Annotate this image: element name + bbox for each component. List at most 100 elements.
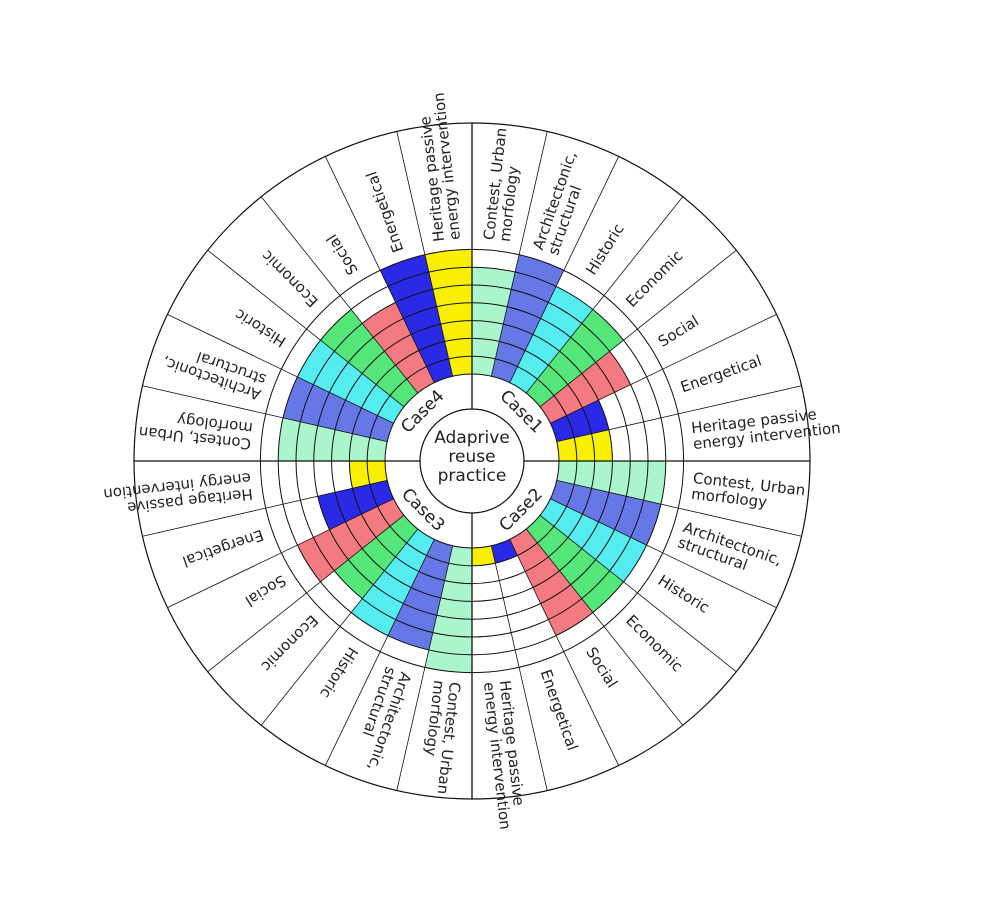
sector-divider bbox=[339, 528, 419, 627]
category-label-case3-economic: Economic bbox=[258, 611, 322, 675]
label-band-divider bbox=[207, 592, 307, 673]
label-band-divider bbox=[324, 156, 381, 271]
sector-divider bbox=[539, 514, 638, 594]
category-label-case4-contest-urban-morfology: Contest, Urbanmorfology bbox=[138, 407, 254, 453]
sector-divider bbox=[525, 528, 605, 627]
sector-divider bbox=[306, 514, 405, 594]
category-label-case2-social: Social bbox=[582, 644, 621, 691]
category-label-case3-historic: Historic bbox=[316, 644, 362, 702]
bar-case1-energetical bbox=[550, 400, 609, 442]
category-label-case3-social: Social bbox=[242, 571, 289, 610]
category-label-case3-heritage-passive-energy-intervention: Heritage passiveenergy intervention bbox=[102, 469, 253, 519]
category-label-case4-energetical: Energetical bbox=[362, 169, 407, 255]
sector-divider bbox=[339, 295, 419, 394]
category-label-case1-historic: Historic bbox=[582, 220, 628, 278]
sector-divider bbox=[556, 413, 679, 443]
label-band-divider bbox=[142, 385, 266, 415]
category-label-case4-social: Social bbox=[323, 231, 362, 278]
bar-case2-heritage-passive-energy-intervention bbox=[472, 545, 496, 566]
category-label-case3-architectonic-structural: Architectonic,structural bbox=[349, 665, 415, 774]
label-band-divider bbox=[637, 592, 737, 673]
bar-case2-architectonic-structural bbox=[550, 480, 661, 546]
bar-case1-economic bbox=[526, 309, 624, 407]
bar-case4-contest-urban-morfology bbox=[278, 417, 388, 461]
bar-case2-contest-urban-morfology bbox=[556, 461, 666, 505]
label-band-divider bbox=[324, 651, 381, 766]
sector-divider bbox=[424, 254, 454, 377]
bar-case1-social bbox=[540, 351, 631, 424]
bar-case2-social bbox=[509, 529, 593, 636]
category-label-case2-heritage-passive-energy-intervention: Heritage passiveenergy intervention bbox=[480, 679, 530, 830]
label-band-divider bbox=[563, 651, 620, 766]
label-band-divider bbox=[518, 667, 548, 791]
category-label-case3-contest-urban-morfology: Contest, Urbanmorfology bbox=[418, 679, 464, 795]
label-band-divider bbox=[603, 196, 684, 296]
category-label-case4-economic: Economic bbox=[258, 247, 322, 311]
label-band-divider bbox=[260, 626, 341, 726]
category-label-case1-heritage-passive-energy-intervention: Heritage passiveenergy intervention bbox=[690, 403, 841, 453]
sector-divider bbox=[490, 545, 520, 668]
label-band-divider bbox=[396, 131, 426, 255]
bar-case3-historic bbox=[351, 529, 435, 636]
bar-case3-economic bbox=[334, 515, 418, 599]
sector-divider bbox=[550, 498, 663, 554]
category-label-case1-architectonic-structural: Architectonic,structural bbox=[529, 149, 595, 258]
category-label-case4-historic: Historic bbox=[231, 305, 289, 351]
category-label-case2-energetical: Energetical bbox=[537, 667, 582, 753]
bar-case3-energetical bbox=[317, 480, 394, 530]
label-band-divider bbox=[167, 552, 282, 609]
label-band-divider bbox=[662, 552, 777, 609]
category-label-case2-historic: Historic bbox=[655, 571, 713, 617]
category-label-case2-contest-urban-morfology: Contest, Urbanmorfology bbox=[690, 469, 806, 515]
label-band-divider bbox=[518, 131, 548, 255]
sector-divider bbox=[424, 545, 454, 668]
bar-case1-historic bbox=[509, 286, 593, 393]
sector-divider bbox=[281, 368, 394, 424]
sector-divider bbox=[509, 539, 565, 652]
bar-case4-energetical bbox=[380, 254, 453, 383]
label-band-divider bbox=[637, 249, 737, 330]
label-band-divider bbox=[662, 313, 777, 370]
category-label-case2-architectonic-structural: Architectonic,structural bbox=[676, 518, 785, 584]
category-label-case4-heritage-passive-energy-intervention: Heritage passiveenergy intervention bbox=[414, 91, 464, 242]
bar-case4-social bbox=[362, 302, 435, 393]
label-band-divider bbox=[563, 156, 620, 271]
category-label-case1-economic: Economic bbox=[622, 247, 686, 311]
bar-case4-architectonic-structural bbox=[283, 376, 394, 442]
sector-divider bbox=[509, 270, 565, 383]
center-label: Adaprive reuse practice bbox=[434, 428, 510, 486]
label-band-divider bbox=[142, 507, 266, 537]
sector-divider bbox=[379, 539, 435, 652]
bar-case4-economic bbox=[320, 309, 418, 407]
sector-divider bbox=[379, 270, 435, 383]
sector-divider bbox=[490, 254, 520, 377]
bar-case1-architectonic-structural bbox=[491, 254, 564, 383]
label-band-divider bbox=[167, 313, 282, 370]
sector-divider bbox=[281, 498, 394, 554]
bar-case2-economic bbox=[526, 515, 624, 613]
sector-divider bbox=[525, 295, 605, 394]
category-label-case2-economic: Economic bbox=[622, 611, 686, 675]
label-band-divider bbox=[603, 626, 684, 726]
sector-divider bbox=[265, 479, 388, 509]
sector-divider bbox=[550, 368, 663, 424]
bar-case3-contest-urban-morfology bbox=[424, 545, 472, 673]
sector-divider bbox=[556, 479, 679, 509]
bar-case3-social bbox=[297, 498, 404, 582]
sector-divider bbox=[539, 328, 638, 408]
bar-case1-contest-urban-morfology bbox=[472, 267, 516, 377]
label-band-divider bbox=[678, 507, 802, 537]
sector-divider bbox=[265, 413, 388, 443]
bar-case2-energetical bbox=[491, 539, 518, 564]
label-band-divider bbox=[260, 196, 341, 296]
bar-case2-historic bbox=[540, 498, 647, 582]
label-band-divider bbox=[396, 667, 426, 791]
category-label-case3-energetical: Energetical bbox=[180, 526, 266, 571]
label-band-divider bbox=[207, 249, 307, 330]
category-label-case4-architectonic-structural: Architectonic,structural bbox=[160, 338, 269, 404]
sector-divider bbox=[306, 328, 405, 408]
label-band-divider bbox=[678, 385, 802, 415]
category-label-case1-social: Social bbox=[655, 312, 702, 351]
